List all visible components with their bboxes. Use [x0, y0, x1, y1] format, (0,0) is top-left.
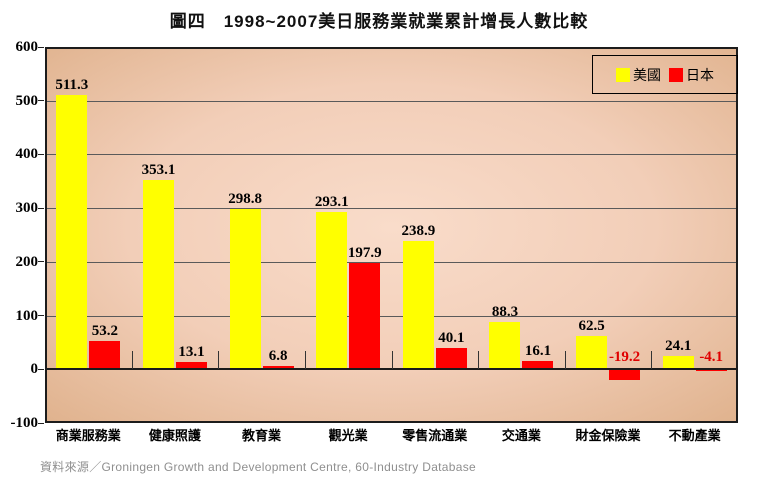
legend-item-us: 美國: [616, 65, 661, 85]
us-bar: [229, 208, 261, 370]
bar-value-label: 88.3: [491, 303, 519, 320]
y-axis-label: 0: [30, 361, 39, 378]
us-bar: [489, 321, 521, 370]
bar-value-label: -19.2: [608, 349, 641, 366]
y-axis-label: 500: [15, 92, 39, 109]
bar-value-label: 62.5: [578, 317, 605, 334]
us-bar: [56, 94, 88, 370]
category-tick: [478, 351, 480, 370]
y-axis-label: 400: [15, 146, 39, 163]
gridline: [47, 315, 736, 317]
japan-bar: [522, 360, 554, 370]
gridline: [47, 154, 736, 156]
y-axis-tick: [38, 153, 44, 155]
japan-bar: [89, 340, 121, 370]
category-label: 零售流通業: [402, 428, 468, 443]
y-axis-tick: [38, 315, 44, 317]
y-axis-tick: [38, 368, 44, 370]
y-axis-tick: [38, 100, 44, 102]
category-tick: [131, 351, 133, 370]
us-bar: [316, 211, 348, 370]
bar-value-label: 197.9: [347, 244, 382, 261]
chart-title: 圖四 1998~2007美日服務業就業累計增長人數比較: [169, 12, 589, 31]
legend-item-japan: 日本: [669, 65, 714, 85]
category-tick: [564, 351, 566, 370]
category-label: 教育業: [242, 428, 282, 443]
y-axis-label: 100: [15, 307, 39, 324]
category-tick: [651, 351, 653, 370]
category-label: 不動產業: [668, 428, 721, 443]
y-axis-label: -100: [10, 415, 39, 431]
bar-value-label: 40.1: [438, 329, 465, 346]
category-tick: [218, 351, 220, 370]
us-bar: [142, 179, 174, 370]
japan-bar: [349, 262, 381, 370]
japan-bar: [175, 362, 207, 370]
y-axis-tick: [38, 46, 44, 48]
gridline: [47, 100, 736, 102]
category-label: 商業服務業: [55, 428, 121, 443]
legend-swatch-us: [616, 67, 630, 82]
y-axis-tick: [38, 422, 44, 424]
bar-value-label: 293.1: [314, 193, 349, 210]
category-label: 觀光業: [328, 428, 368, 443]
gridline: [47, 208, 736, 210]
bar-value-label: 24.1: [665, 338, 692, 355]
legend-label-us: 美國: [633, 66, 661, 83]
bar-value-label: 298.8: [228, 190, 262, 207]
category-label: 交通業: [501, 428, 541, 443]
bar-value-label: -4.1: [699, 349, 724, 366]
japan-bar: [609, 369, 641, 380]
y-axis-label: 600: [15, 39, 39, 55]
y-axis-tick: [38, 207, 44, 209]
bar-value-label: 353.1: [141, 161, 176, 178]
category-label: 財金保險業: [575, 428, 641, 443]
zero-axis-line: [47, 368, 736, 371]
japan-bar: [435, 347, 467, 370]
y-axis-tick: [38, 261, 44, 263]
bar-value-label: 238.9: [401, 222, 436, 239]
bar-value-label: 16.1: [524, 342, 552, 359]
us-bar: [576, 335, 608, 370]
legend-swatch-japan: [669, 67, 683, 82]
source-note: 資料來源／Groningen Growth and Development Ce…: [40, 460, 476, 474]
bar-value-label: 53.2: [91, 322, 118, 339]
legend: 美國 日本: [592, 55, 738, 94]
japan-bar: [262, 365, 294, 370]
y-axis-label: 300: [15, 200, 39, 217]
legend-label-japan: 日本: [686, 66, 714, 83]
us-bar: [402, 240, 434, 370]
category-tick: [391, 351, 393, 370]
us-bar: [662, 356, 694, 370]
bar-value-label: 13.1: [178, 344, 205, 361]
japan-bar: [695, 369, 727, 372]
gridline: [47, 261, 736, 263]
category-tick: [304, 351, 306, 370]
bar-value-label: 511.3: [55, 76, 89, 93]
category-label: 健康照護: [148, 428, 201, 443]
bar-value-label: 6.8: [268, 347, 288, 364]
y-axis-label: 200: [15, 253, 39, 270]
